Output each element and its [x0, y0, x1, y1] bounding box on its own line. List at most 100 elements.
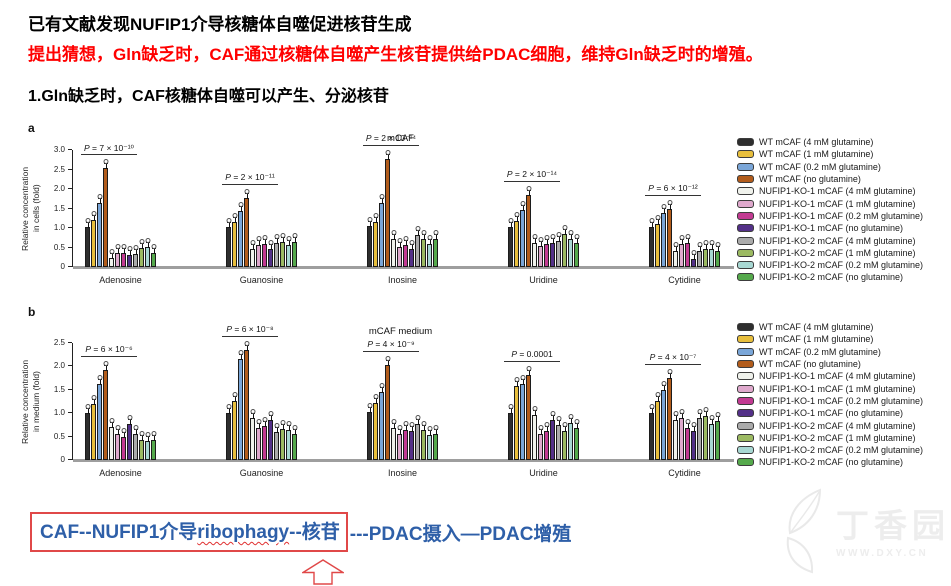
panel-a-label: a	[28, 121, 35, 135]
legend-item: WT mCAF (0.2 mM glutamine)	[737, 161, 923, 173]
bar	[121, 427, 126, 460]
up-arrow-icon	[300, 559, 346, 586]
legend-item: NUFIP1-KO-1 mCAF (no glutamine)	[737, 222, 923, 234]
bar	[520, 201, 525, 267]
data-point-circle	[391, 419, 396, 425]
legend-item: NUFIP1-KO-1 mCAF (1 mM glutamine)	[737, 382, 923, 394]
error-bar	[240, 206, 242, 213]
data-point-circle	[685, 419, 690, 425]
legend-swatch	[737, 175, 754, 184]
heading-block: 已有文献发现NUFIP1介导核糖体自噬促进核苷生成 提出猜想，Gln缺乏时，CA…	[28, 10, 763, 106]
bar	[538, 425, 543, 460]
y-tick-label: 0	[60, 262, 65, 271]
data-point-circle	[385, 356, 390, 361]
data-point-circle	[103, 159, 108, 165]
data-point-circle	[226, 404, 231, 410]
legend-item: NUFIP1-KO-2 mCAF (1 mM glutamine)	[737, 432, 923, 444]
bar	[115, 244, 120, 267]
error-bar	[510, 221, 512, 228]
legend-item: WT mCAF (1 mM glutamine)	[737, 148, 923, 160]
data-point-circle	[697, 408, 702, 414]
y-axis: 0 0.5 1.0 1.5 2.0 2.5 3.0	[46, 145, 72, 271]
bar	[421, 420, 426, 460]
bar-groups: Adenosine P = 7 × 10⁻¹⁰ Guanosine P = 2 × 1…	[73, 133, 728, 285]
y-tick-mark	[68, 365, 72, 367]
error-bar	[705, 244, 707, 251]
bar	[544, 421, 549, 460]
plot-area: mCAF Adenosine P = 7 × 10⁻¹⁰ Guanosine P = 2…	[72, 133, 734, 285]
bar	[526, 185, 531, 267]
legend-swatch	[737, 211, 754, 220]
error-bar	[288, 239, 290, 246]
error-bar	[711, 244, 713, 251]
error-bar	[117, 248, 119, 255]
bar	[673, 242, 678, 267]
error-bar	[552, 237, 554, 244]
y-tick-mark	[68, 246, 72, 248]
error-bar	[147, 241, 149, 248]
error-bar	[411, 425, 413, 432]
error-bar	[528, 369, 530, 376]
data-point-circle	[526, 185, 531, 191]
legend-label: WT mCAF (no glutamine)	[759, 359, 861, 370]
bar	[697, 408, 702, 460]
data-point-circle	[127, 414, 132, 420]
data-point-circle	[568, 229, 573, 235]
data-point-circle	[97, 375, 102, 381]
data-point-circle	[526, 365, 531, 371]
bar	[97, 375, 102, 460]
data-point-circle	[709, 414, 714, 420]
data-point-circle	[649, 217, 654, 223]
data-point-circle	[544, 235, 549, 241]
error-bar	[717, 245, 719, 252]
bar	[262, 417, 267, 460]
data-point-circle	[286, 420, 291, 426]
bar	[109, 418, 114, 460]
data-point-circle	[703, 240, 708, 246]
bar	[391, 229, 396, 267]
data-point-circle	[280, 419, 285, 425]
data-point-circle	[373, 393, 378, 399]
y-tick-mark	[68, 435, 72, 437]
error-bar	[387, 360, 389, 366]
data-point-circle	[232, 391, 237, 397]
legend-label: NUFIP1-KO-1 mCAF (1 mM glutamine)	[759, 198, 916, 209]
legend-item: NUFIP1-KO-1 mCAF (0.2 mM glutamine)	[737, 395, 923, 407]
bar-group-adenosine: Adenosine P = 7 × 10⁻¹⁰	[81, 143, 156, 285]
bar	[544, 235, 549, 267]
legend-label: NUFIP1-KO-2 mCAF (1 mM glutamine)	[759, 247, 916, 258]
error-bar	[135, 249, 137, 256]
data-point-circle	[544, 421, 549, 427]
plot-area: mCAF medium Adenosine P = 6 × 10⁻⁶ Guanosin…	[72, 324, 734, 478]
error-bar	[405, 424, 407, 431]
legend-item: WT mCAF (no glutamine)	[737, 358, 923, 370]
bar	[268, 240, 273, 267]
error-bar	[570, 417, 572, 424]
error-bar	[123, 248, 125, 255]
bar	[550, 411, 555, 460]
bar	[85, 404, 90, 460]
error-bar	[369, 221, 371, 228]
error-bar	[258, 239, 260, 246]
legend-swatch	[737, 138, 754, 147]
bar	[226, 217, 231, 267]
bar	[574, 233, 579, 267]
data-point-circle	[397, 237, 402, 243]
y-tick-mark	[68, 168, 72, 170]
data-point-circle	[415, 414, 420, 420]
bar	[649, 217, 654, 267]
p-value-label: P = 2 × 10⁻¹⁴	[504, 169, 560, 182]
y-tick-mark	[68, 388, 72, 390]
legend-swatch	[737, 224, 754, 233]
y-tick-label: 1.5	[53, 203, 65, 213]
error-bar	[240, 354, 242, 361]
error-bar	[570, 233, 572, 240]
conclusion-boxed-pre: CAF--NUFIP1介导	[40, 522, 198, 543]
data-point-circle	[427, 234, 432, 240]
bar-group-uridine: Uridine P = 0.0001	[504, 343, 579, 478]
bar	[715, 241, 720, 267]
bar	[685, 419, 690, 460]
data-point-circle	[250, 240, 255, 246]
p-value-label: P = 7 × 10⁻¹⁰	[81, 143, 137, 156]
bar	[256, 419, 261, 460]
